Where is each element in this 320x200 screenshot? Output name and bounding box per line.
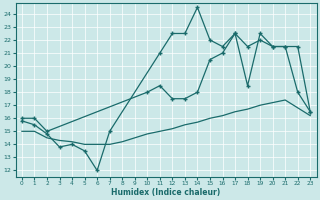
X-axis label: Humidex (Indice chaleur): Humidex (Indice chaleur) — [111, 188, 221, 197]
